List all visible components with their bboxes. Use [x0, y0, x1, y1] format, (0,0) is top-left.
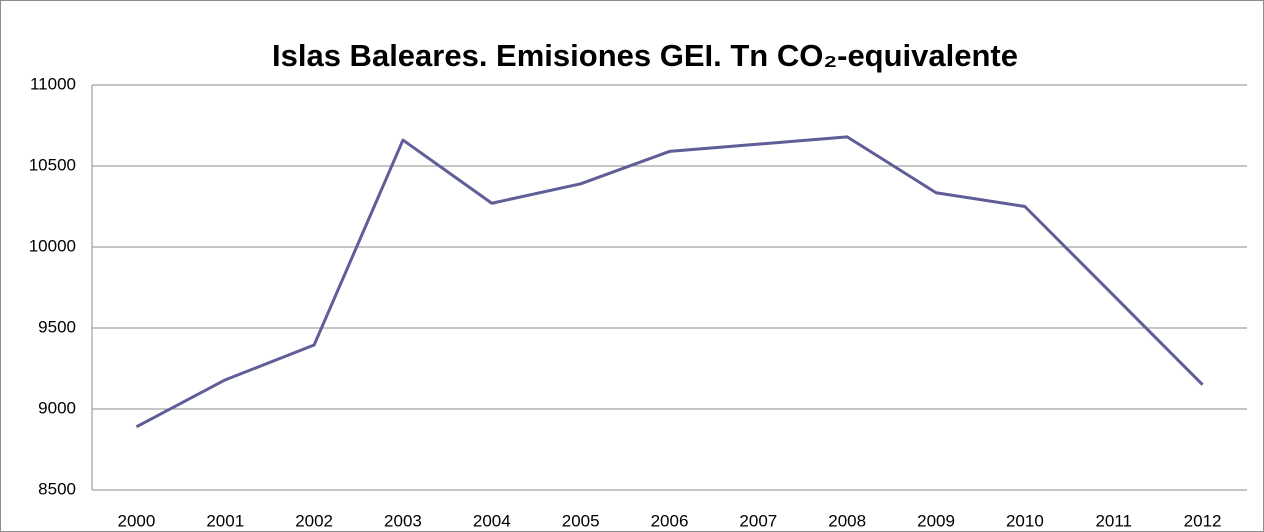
x-tick-label: 2003	[384, 511, 422, 530]
y-tick-label: 9500	[38, 317, 76, 336]
x-tick-label: 2011	[1095, 511, 1132, 530]
x-tick-label: 2001	[206, 511, 244, 530]
y-tick-label: 9000	[38, 398, 76, 417]
y-tick-label: 11000	[30, 74, 76, 93]
x-tick-label: 2000	[118, 511, 156, 530]
x-tick-label: 2005	[562, 511, 600, 530]
data-line	[135, 135, 1204, 429]
x-tick-label: 2002	[295, 511, 333, 530]
x-tick-label: 2009	[917, 511, 955, 530]
x-tick-label: 2008	[828, 511, 866, 530]
x-tick-label: 2006	[651, 511, 689, 530]
x-tick-label: 2004	[473, 511, 511, 530]
chart-title: Islas Baleares. Emisiones GEI. Tn CO₂-eq…	[272, 38, 1018, 73]
x-tick-label: 2007	[739, 511, 777, 530]
y-tick-label: 10500	[29, 155, 76, 174]
y-tick-label: 10000	[29, 236, 76, 255]
x-tick-label: 2010	[1006, 511, 1044, 530]
y-tick-label: 8500	[38, 479, 76, 498]
x-tick-label: 2012	[1184, 511, 1222, 530]
